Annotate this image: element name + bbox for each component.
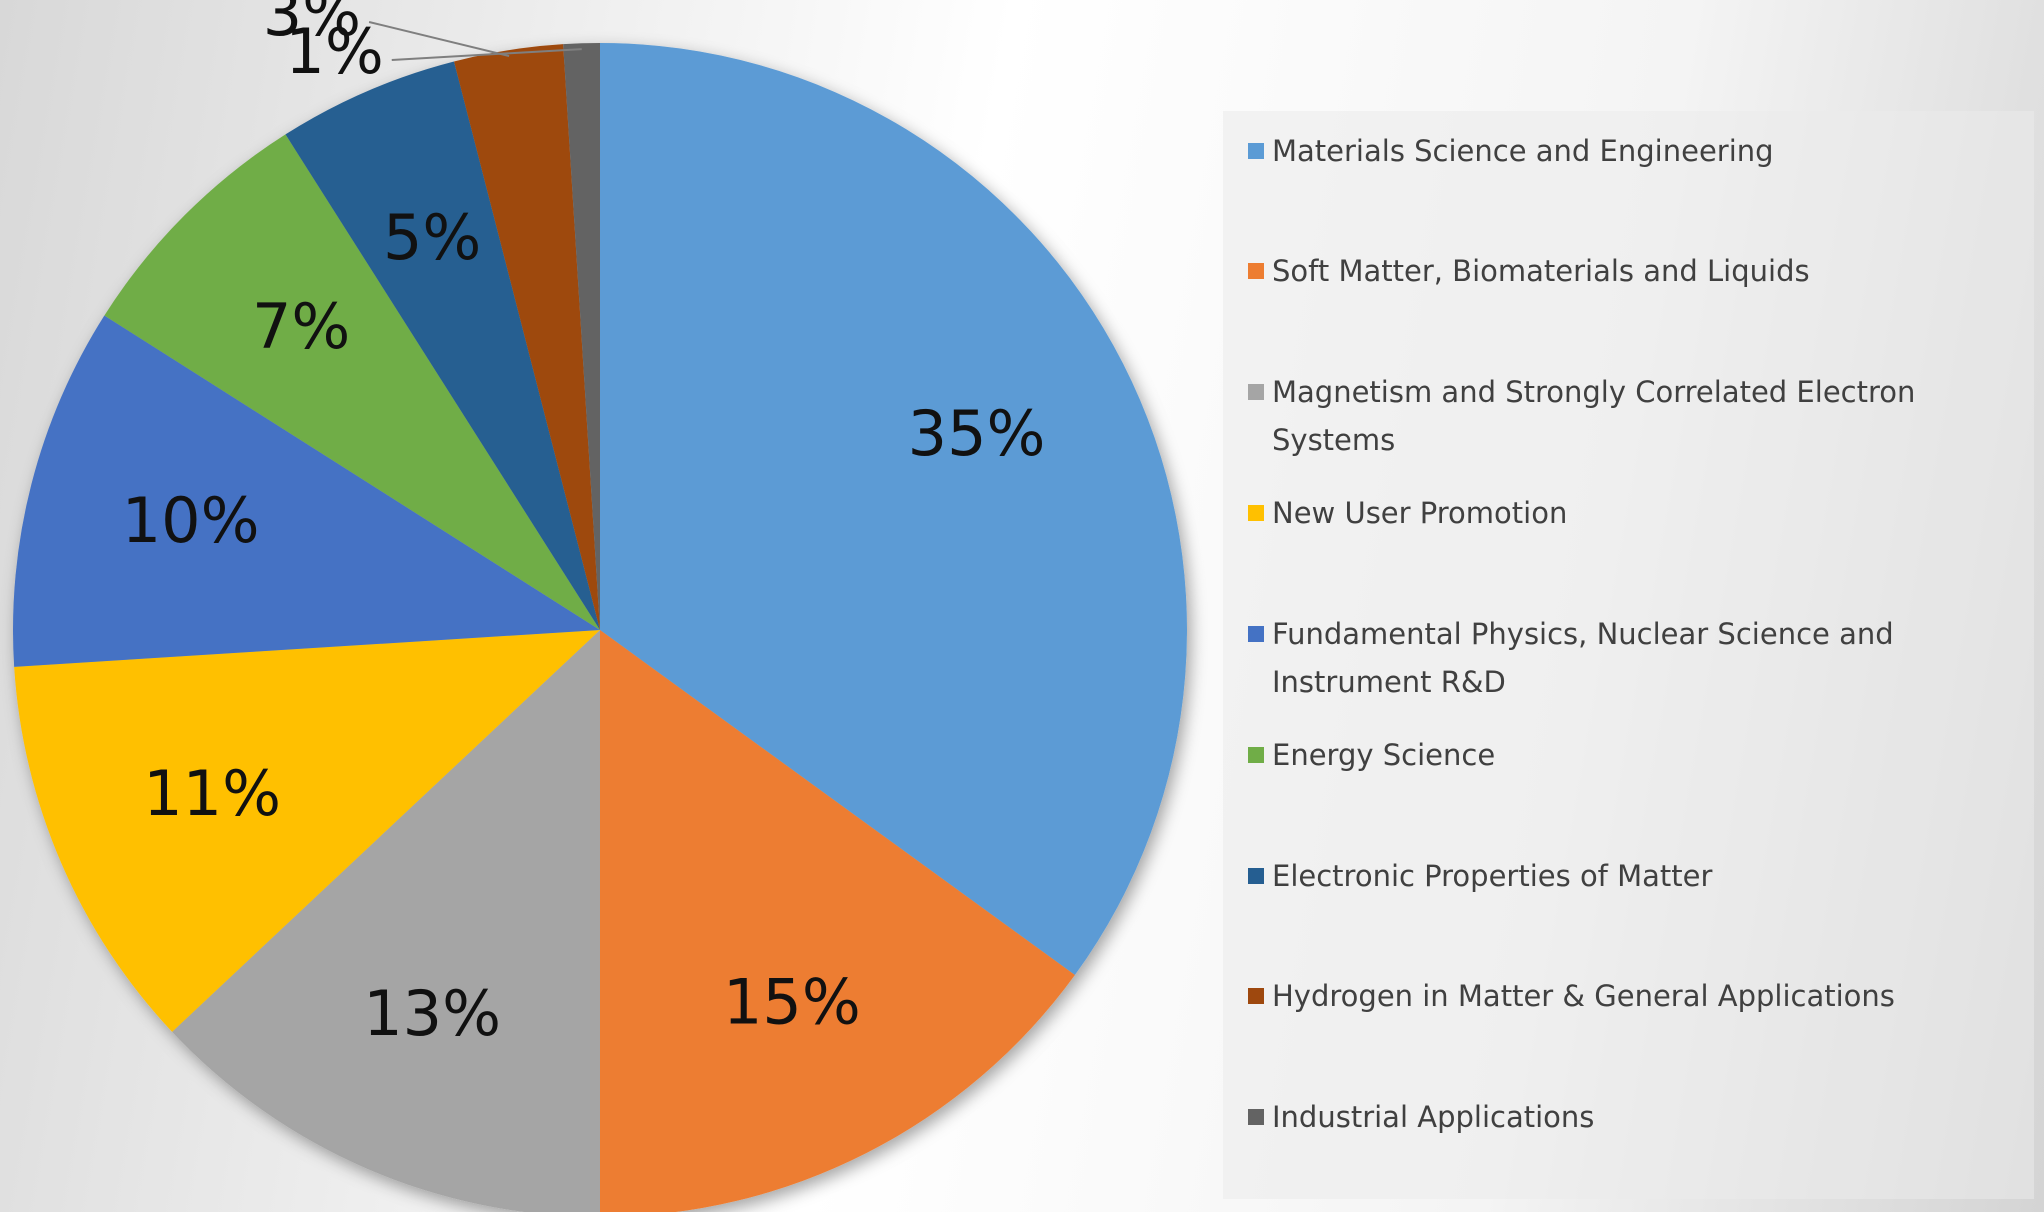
legend-swatch <box>1248 988 1264 1004</box>
data-label: 5% <box>383 201 481 274</box>
pie-slice <box>454 44 600 630</box>
legend-label: Magnetism and Strongly Correlated Electr… <box>1272 375 1916 457</box>
legend-label: Electronic Properties of Matter <box>1272 859 1713 893</box>
legend-item: Magnetism and Strongly Correlated Electr… <box>1248 368 2018 464</box>
pie-slice <box>600 630 1075 1212</box>
legend-label: Energy Science <box>1272 738 1496 772</box>
data-label: 13% <box>363 977 501 1050</box>
legend-item: Hydrogen in Matter & General Application… <box>1248 972 2018 1020</box>
pie-slice <box>12 315 600 667</box>
legend-swatch <box>1248 1109 1264 1125</box>
legend-swatch <box>1248 505 1264 521</box>
legend-swatch <box>1248 868 1264 884</box>
pie <box>12 43 1187 1212</box>
legend-swatch <box>1248 143 1264 159</box>
data-label: 15% <box>723 966 861 1039</box>
legend: Materials Science and Engineering Soft Ma… <box>1223 111 2034 1199</box>
data-label: 1% <box>285 15 383 88</box>
legend-item: New User Promotion <box>1248 489 2018 537</box>
data-label: 10% <box>122 484 260 557</box>
legend-item: Industrial Applications <box>1248 1093 2018 1141</box>
legend-label: New User Promotion <box>1272 496 1568 530</box>
legend-swatch <box>1248 747 1264 763</box>
legend-swatch <box>1248 626 1264 642</box>
legend-label: Industrial Applications <box>1272 1100 1595 1134</box>
pie-slice <box>104 134 600 630</box>
data-label: 7% <box>252 290 350 363</box>
legend-label: Materials Science and Engineering <box>1272 134 1774 168</box>
pie-slice <box>600 43 1187 976</box>
leader-line <box>368 21 510 57</box>
legend-item: Fundamental Physics, Nuclear Science and… <box>1248 610 2018 706</box>
data-label: 11% <box>143 757 281 830</box>
pie-slice <box>14 630 600 1032</box>
pie-slice <box>172 630 600 1212</box>
legend-item: Electronic Properties of Matter <box>1248 852 2018 900</box>
legend-label: Fundamental Physics, Nuclear Science and… <box>1272 617 1894 699</box>
data-label: 35% <box>908 397 1046 470</box>
pie-slice <box>563 43 600 630</box>
pie-slice <box>285 61 600 630</box>
legend-swatch <box>1248 384 1264 400</box>
leader-line <box>391 48 582 61</box>
legend-item: Energy Science <box>1248 731 2018 779</box>
legend-label: Soft Matter, Biomaterials and Liquids <box>1272 254 1810 288</box>
data-label: 3% <box>263 0 361 50</box>
legend-item: Materials Science and Engineering <box>1248 127 2018 175</box>
legend-swatch <box>1248 263 1264 279</box>
legend-label: Hydrogen in Matter & General Application… <box>1272 979 1895 1013</box>
legend-item: Soft Matter, Biomaterials and Liquids <box>1248 247 2018 295</box>
